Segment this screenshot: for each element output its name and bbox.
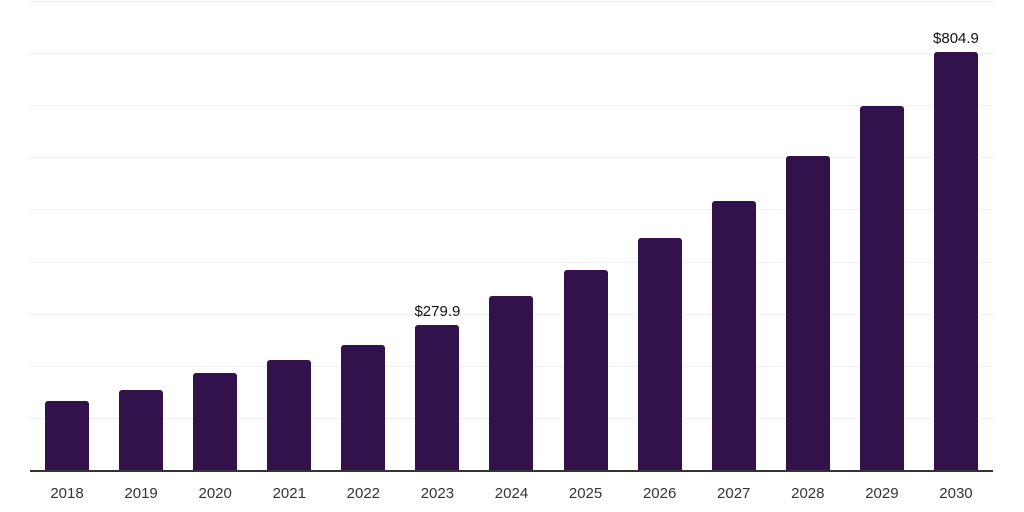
bar-slot: [549, 2, 623, 471]
x-tick-label-2026: 2026: [642, 485, 677, 502]
x-axis: 2018 2019 2020 2021 2022 2023 2024 2025 2026 2027…: [30, 481, 993, 507]
x-tick-label-2018: 2018: [50, 485, 84, 502]
x-tick-label-2020: 2020: [198, 485, 232, 502]
gridline: [30, 53, 993, 55]
x-tick-label-2024: 2024: [494, 485, 529, 502]
gridline: [30, 209, 993, 211]
data-label-2030: $804.9: [933, 29, 979, 47]
bar-slot: $804.9: [919, 2, 993, 471]
bar-2023: [415, 325, 460, 471]
bar-slot: [845, 2, 919, 471]
bar-slot: [697, 2, 771, 471]
bar-2025: [563, 269, 608, 471]
x-tick-label-2027: 2027: [717, 485, 751, 502]
bar-slot: [326, 2, 400, 471]
bar-2026: [637, 237, 682, 471]
bar-2029: [859, 106, 904, 471]
bar-2021: [267, 360, 312, 471]
x-axis-line: [30, 470, 993, 472]
bar-2019: [119, 389, 164, 471]
bar-slot: $279.9: [400, 2, 474, 471]
x-tick-label-2030: 2030: [939, 485, 973, 502]
x-tick-label-2028: 2028: [791, 485, 825, 502]
plot-area: $279.9 $804.9: [30, 1, 993, 472]
bar-slot: [252, 2, 326, 471]
bar-slot: [474, 2, 548, 471]
x-tick-label-2023: 2023: [420, 485, 455, 502]
gridline: [30, 1, 993, 2]
gridline: [30, 261, 993, 263]
x-tick-label-2029: 2029: [865, 485, 899, 502]
gridline: [30, 157, 993, 159]
bar-slot: [623, 2, 697, 471]
x-tick-label-2019: 2019: [124, 485, 158, 502]
bar-2028: [785, 155, 830, 471]
bar-2020: [193, 373, 238, 471]
x-tick-label-2021: 2021: [272, 485, 306, 502]
bar-2027: [711, 200, 756, 471]
data-label-2023: $279.9: [414, 303, 461, 321]
x-tick-label-2025: 2025: [568, 485, 603, 502]
gridline: [30, 105, 993, 107]
bar-2022: [341, 344, 386, 471]
bar-slot: [178, 2, 252, 471]
bar-2024: [489, 295, 534, 471]
bar-slot: [104, 2, 178, 471]
x-tick-label-2022: 2022: [346, 485, 381, 502]
bar-2030: [933, 51, 978, 471]
bar-2018: [45, 400, 90, 471]
bar-slot: [771, 2, 845, 471]
bar-slot: [30, 2, 104, 471]
